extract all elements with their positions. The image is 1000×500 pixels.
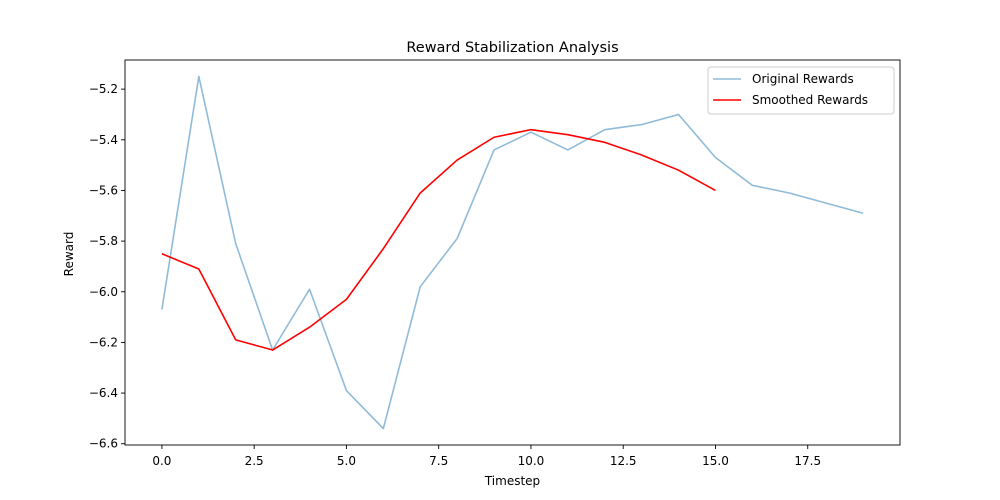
x-tick-label: 15.0: [702, 454, 729, 468]
y-tick-label: −5.8: [89, 234, 118, 248]
y-tick-label: −6.2: [89, 335, 118, 349]
x-tick-label: 0.0: [152, 454, 171, 468]
series-line-smoothed-rewards: [161, 128, 716, 351]
x-axis-title: Timestep: [484, 474, 540, 488]
legend-label-original-rewards: Original Rewards: [752, 72, 854, 86]
plot-area: [124, 59, 901, 446]
y-tick-label: −6.4: [89, 386, 118, 400]
y-tick-label: −5.2: [89, 82, 118, 96]
y-tick-label: −6.0: [89, 285, 118, 299]
x-tick-label: 17.5: [794, 454, 821, 468]
legend-box: [707, 66, 895, 115]
series-line-original-rewards: [161, 75, 864, 430]
y-tick-label: −5.4: [89, 133, 118, 147]
y-axis-title: Reward: [62, 232, 76, 277]
x-axis: 0.0 2.5 5.0 7.5 10.0 12.5 15.0 17.5: [152, 445, 821, 468]
y-axis: −6.6 −6.4 −6.2 −6.0 −5.8 −5.6 −5.4 −5.2: [89, 82, 125, 451]
x-tick-label: 7.5: [429, 454, 448, 468]
y-tick-label: −6.6: [89, 437, 118, 451]
x-tick-label: 10.0: [518, 454, 545, 468]
plot-frame: [124, 59, 901, 446]
y-tick-label: −5.6: [89, 183, 118, 197]
legend: Original Rewards Smoothed Rewards: [707, 66, 895, 115]
x-tick-label: 12.5: [610, 454, 637, 468]
x-tick-label: 2.5: [245, 454, 264, 468]
chart-title: Reward Stabilization Analysis: [406, 40, 618, 56]
legend-label-smoothed-rewards: Smoothed Rewards: [752, 93, 868, 107]
x-tick-label: 5.0: [337, 454, 356, 468]
